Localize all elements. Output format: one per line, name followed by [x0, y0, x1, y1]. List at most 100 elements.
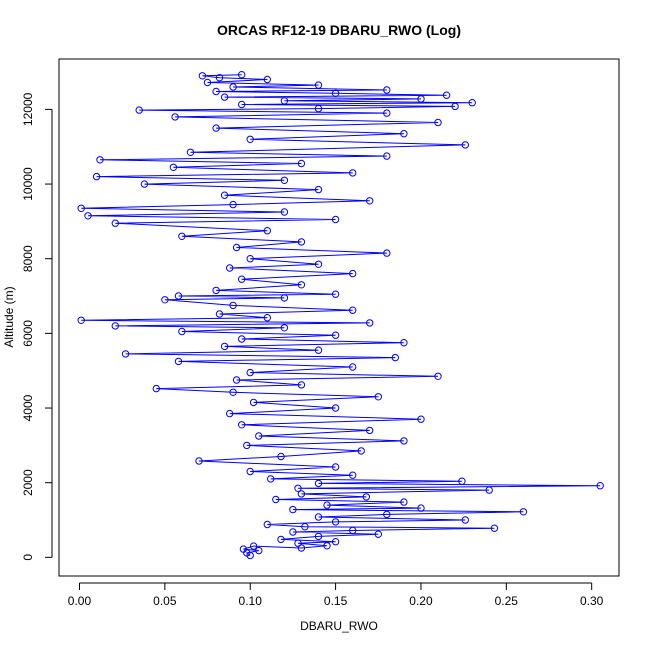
data-point — [280, 324, 289, 332]
data-point — [323, 542, 331, 550]
x-tick-label: 0.20 — [409, 594, 433, 608]
data-point — [255, 432, 263, 440]
data-point — [232, 376, 241, 384]
data-point — [417, 95, 425, 103]
data-point — [280, 176, 289, 185]
data-point — [331, 518, 340, 526]
data-point — [178, 232, 186, 241]
data-point — [243, 441, 251, 450]
data-point — [212, 286, 220, 295]
data-point — [400, 437, 408, 445]
series-line — [81, 74, 601, 556]
data-point — [314, 260, 323, 268]
data-point — [301, 523, 309, 531]
plot-frame — [58, 58, 620, 577]
data-point — [314, 81, 323, 89]
data-point — [277, 535, 285, 544]
data-point — [400, 498, 408, 506]
data-point — [400, 130, 408, 138]
x-tick-label: 0.15 — [324, 594, 348, 608]
data-point — [238, 100, 246, 109]
data-point — [331, 404, 340, 412]
data-point — [297, 381, 306, 389]
data-point — [297, 281, 306, 289]
data-point — [331, 463, 340, 471]
data-point — [238, 275, 246, 283]
data-point — [519, 508, 528, 516]
data-point — [77, 204, 85, 213]
data-point — [374, 393, 382, 401]
data-point — [297, 490, 306, 498]
data-point — [277, 452, 285, 461]
data-point — [461, 516, 469, 524]
data-point — [485, 486, 493, 494]
data-point — [263, 314, 271, 322]
data-point — [417, 415, 425, 423]
data-point — [263, 227, 271, 235]
data-point — [229, 200, 237, 209]
data-point — [331, 215, 340, 224]
x-tick-label: 0.25 — [495, 594, 519, 608]
data-point — [195, 457, 203, 465]
data-point — [314, 185, 323, 194]
data-point — [178, 327, 186, 336]
data-point — [249, 542, 258, 550]
data-point — [314, 104, 323, 113]
data-point — [417, 504, 425, 512]
data-point — [349, 306, 357, 314]
data-point — [239, 545, 248, 553]
data-point — [349, 363, 357, 371]
data-point — [272, 495, 280, 504]
data-point — [366, 426, 374, 435]
y-tick-label: 10000 — [21, 167, 35, 201]
data-point — [161, 296, 169, 304]
data-point — [331, 290, 340, 298]
y-tick-label: 2000 — [21, 469, 35, 496]
data-point — [383, 249, 391, 257]
data-point — [226, 409, 234, 418]
data-point — [400, 339, 408, 347]
x-axis: 0.00 0.05 0.10 0.15 0.20 0.25 0.30 — [68, 582, 604, 608]
data-point — [220, 93, 229, 101]
data-point — [383, 86, 391, 94]
data-point — [198, 72, 207, 80]
data-point — [263, 520, 271, 529]
data-point — [366, 319, 374, 327]
data-point — [238, 71, 246, 79]
data-point — [289, 505, 297, 514]
data-point — [249, 398, 258, 407]
data-point — [212, 124, 220, 132]
data-point — [280, 97, 289, 105]
data-point — [374, 530, 382, 538]
data-point — [220, 342, 229, 351]
data-point — [267, 475, 275, 483]
data-point — [229, 83, 237, 91]
chart-title: ORCAS RF12-19 DBARU_RWO (Log) — [217, 22, 461, 38]
data-point — [174, 292, 183, 300]
data-point — [451, 102, 459, 111]
data-point — [596, 482, 604, 490]
data-point — [434, 118, 442, 127]
data-point — [297, 544, 306, 552]
data-point — [174, 357, 183, 366]
data-point — [323, 501, 331, 509]
data-point — [349, 169, 357, 177]
data-point — [434, 372, 442, 380]
data-point — [96, 156, 104, 164]
data-point — [294, 539, 302, 547]
data-point — [383, 109, 391, 117]
data-point — [238, 421, 246, 429]
data-point — [229, 388, 237, 396]
data-point — [314, 513, 323, 521]
data-point — [442, 91, 451, 99]
y-axis: 0 2000 4000 6000 8000 10000 12000 — [21, 92, 53, 561]
data-point — [461, 141, 469, 149]
data-point — [490, 524, 499, 532]
data-point — [171, 113, 179, 121]
data-point — [255, 546, 263, 555]
data-point — [152, 384, 161, 393]
x-tick-label: 0.05 — [153, 594, 177, 608]
data-point — [331, 331, 340, 339]
data-point — [314, 532, 323, 541]
